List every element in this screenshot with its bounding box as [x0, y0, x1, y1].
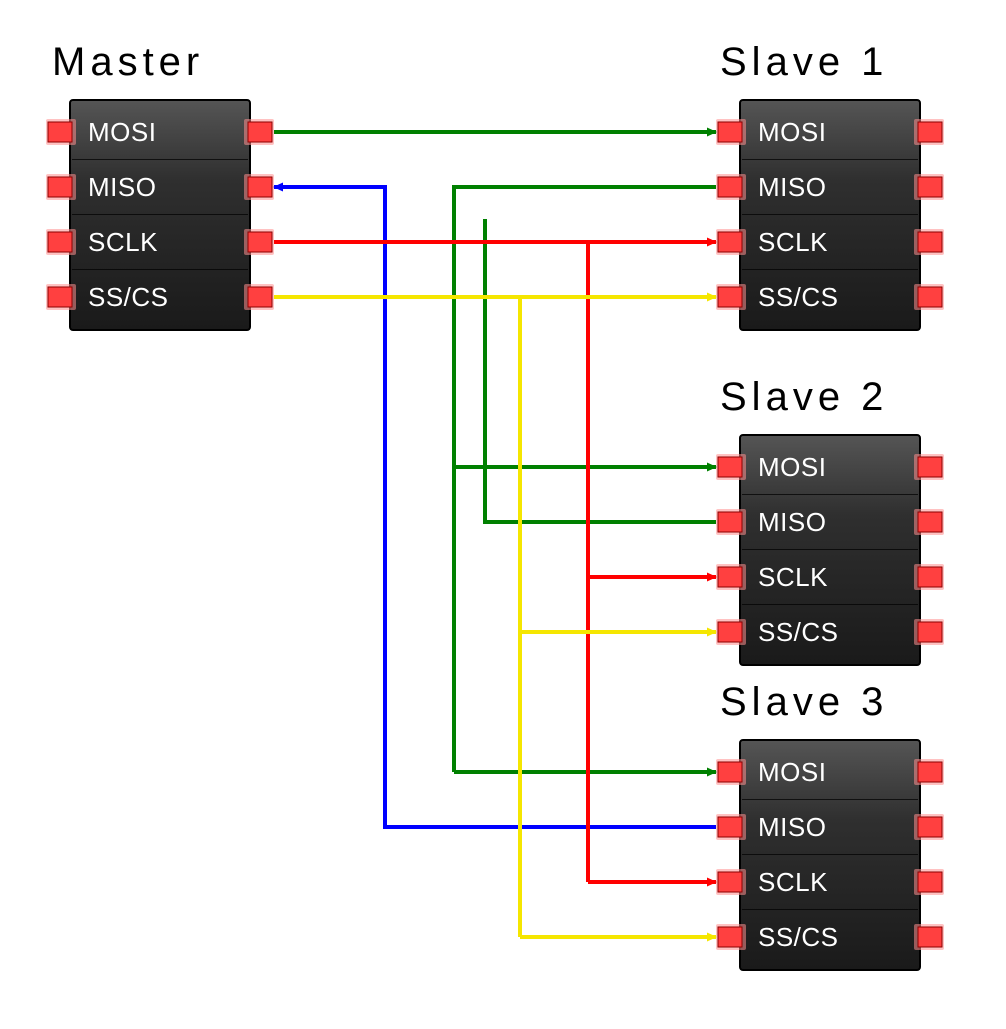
- pad-right-slave3-0: [918, 762, 942, 782]
- pin-label-slave2-0: MOSI: [758, 452, 826, 482]
- pad-left-slave1-3: [718, 287, 742, 307]
- pad-left-master-1: [48, 177, 72, 197]
- pad-left-master-3: [48, 287, 72, 307]
- pin-label-slave2-1: MISO: [758, 507, 826, 537]
- pin-label-slave3-0: MOSI: [758, 757, 826, 787]
- pad-right-slave2-2: [918, 567, 942, 587]
- pin-label-slave2-2: SCLK: [758, 562, 828, 592]
- pad-right-master-3: [248, 287, 272, 307]
- pad-left-slave1-2: [718, 232, 742, 252]
- pad-left-slave3-1: [718, 817, 742, 837]
- title-slave2: Slave 2: [720, 375, 888, 419]
- pin-label-master-0: MOSI: [88, 117, 156, 147]
- pad-right-slave3-3: [918, 927, 942, 947]
- pad-right-slave1-2: [918, 232, 942, 252]
- title-slave1: Slave 1: [720, 40, 888, 84]
- pin-label-slave1-2: SCLK: [758, 227, 828, 257]
- pad-left-slave2-1: [718, 512, 742, 532]
- pin-label-slave3-1: MISO: [758, 812, 826, 842]
- pad-right-slave3-1: [918, 817, 942, 837]
- pad-right-slave1-0: [918, 122, 942, 142]
- pad-right-slave2-3: [918, 622, 942, 642]
- pad-left-slave3-3: [718, 927, 742, 947]
- pin-label-slave1-1: MISO: [758, 172, 826, 202]
- pin-label-master-3: SS/CS: [88, 282, 169, 312]
- pad-left-slave3-0: [718, 762, 742, 782]
- title-master: Master: [52, 40, 204, 84]
- pad-left-slave2-0: [718, 457, 742, 477]
- pad-left-slave2-3: [718, 622, 742, 642]
- pin-label-master-2: SCLK: [88, 227, 158, 257]
- pad-left-slave1-0: [718, 122, 742, 142]
- pad-right-slave2-0: [918, 457, 942, 477]
- title-slave3: Slave 3: [720, 680, 888, 724]
- pin-label-slave3-3: SS/CS: [758, 922, 839, 952]
- pad-right-slave3-2: [918, 872, 942, 892]
- pad-left-master-0: [48, 122, 72, 142]
- pad-right-master-2: [248, 232, 272, 252]
- pad-left-master-2: [48, 232, 72, 252]
- pin-label-slave1-3: SS/CS: [758, 282, 839, 312]
- pad-right-slave2-1: [918, 512, 942, 532]
- pin-label-slave3-2: SCLK: [758, 867, 828, 897]
- pad-right-slave1-3: [918, 287, 942, 307]
- pin-label-slave2-3: SS/CS: [758, 617, 839, 647]
- pin-label-master-1: MISO: [88, 172, 156, 202]
- pad-left-slave3-2: [718, 872, 742, 892]
- pin-label-slave1-0: MOSI: [758, 117, 826, 147]
- pad-left-slave2-2: [718, 567, 742, 587]
- pad-right-master-0: [248, 122, 272, 142]
- pad-left-slave1-1: [718, 177, 742, 197]
- pad-right-slave1-1: [918, 177, 942, 197]
- pad-right-master-1: [248, 177, 272, 197]
